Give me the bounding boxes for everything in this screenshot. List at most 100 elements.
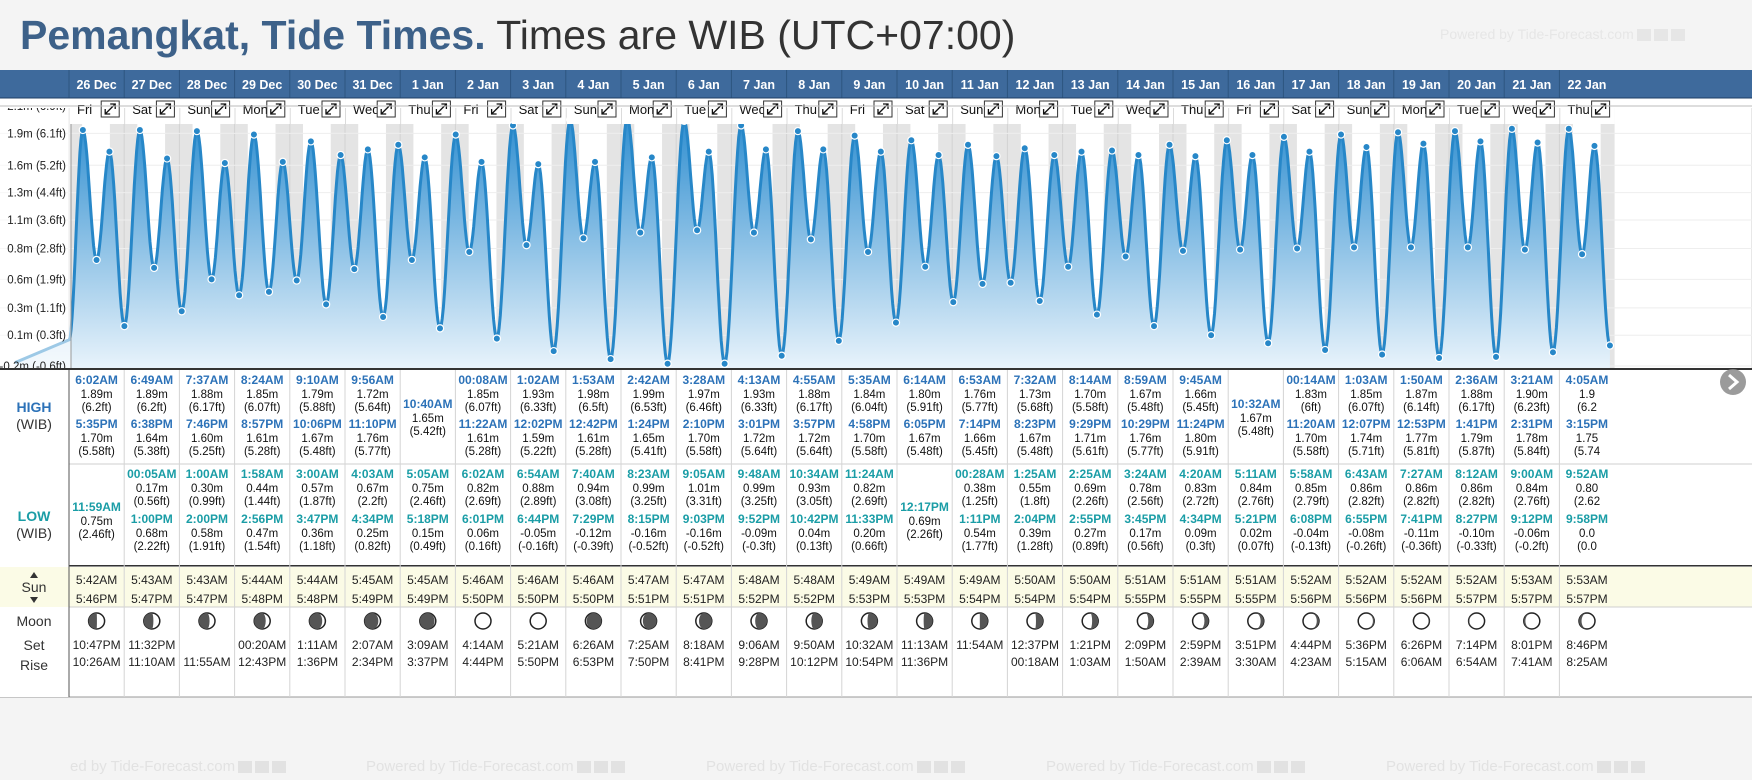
day-weekday-label: Tue bbox=[1457, 102, 1479, 117]
tide-point-high bbox=[534, 159, 543, 169]
expand-day-button[interactable] bbox=[431, 100, 451, 118]
sunrise-time: 5:49AM bbox=[959, 573, 1000, 587]
day-weekday-label: Wed bbox=[1126, 102, 1153, 117]
high-tide-time: 9:56AM bbox=[351, 373, 394, 387]
high-tide-time: 8:57PM bbox=[241, 417, 283, 431]
high-tide-time: 2:42AM bbox=[627, 373, 670, 387]
high-tide-time: 8:24AM bbox=[241, 373, 284, 387]
expand-day-button[interactable] bbox=[1591, 100, 1611, 118]
tide-point-low bbox=[1491, 352, 1501, 362]
expand-day-button[interactable] bbox=[1315, 100, 1335, 118]
high-tide-height-ft: (5.58ft) bbox=[78, 446, 115, 458]
high-tide-height-m: 1.66m bbox=[1185, 389, 1217, 401]
day-weekday-label: Sat bbox=[132, 102, 152, 117]
tide-point-high bbox=[477, 157, 486, 167]
expand-day-button[interactable] bbox=[707, 100, 727, 118]
tide-point-low bbox=[1235, 245, 1245, 254]
high-tide-time: 4:55AM bbox=[793, 373, 836, 387]
expand-day-button[interactable] bbox=[211, 100, 231, 118]
expand-day-button[interactable] bbox=[983, 100, 1003, 118]
expand-day-button[interactable] bbox=[266, 100, 286, 118]
low-tide-height-m: 0.20m bbox=[853, 528, 885, 540]
expand-day-button[interactable] bbox=[1480, 100, 1500, 118]
sunrise-time: 5:46AM bbox=[518, 573, 559, 587]
high-tide-height-ft: (5.28ft) bbox=[575, 446, 612, 458]
high-tide-height-ft: (5.58ft) bbox=[1072, 402, 1109, 414]
expand-day-button[interactable] bbox=[652, 100, 672, 118]
low-tide-height-m: 0.99m bbox=[633, 483, 665, 495]
high-tide-height-m: 1.90m bbox=[1516, 389, 1548, 401]
tide-point-low bbox=[120, 321, 129, 331]
low-tide-height-ft: (1.18ft) bbox=[299, 541, 336, 553]
high-tide-height-m: 1.65m bbox=[412, 413, 444, 425]
expand-day-button[interactable] bbox=[100, 100, 120, 118]
high-tide-height-m: 1.88m bbox=[191, 389, 223, 401]
watermark: Powered by Tide-Forecast.com bbox=[1046, 758, 1305, 775]
expand-day-button[interactable] bbox=[1425, 100, 1445, 118]
expand-day-button[interactable] bbox=[873, 100, 893, 118]
expand-day-button[interactable] bbox=[597, 100, 617, 118]
expand-day-button[interactable] bbox=[1149, 100, 1169, 118]
low-tide-height-ft: (0.16ft) bbox=[465, 541, 502, 553]
sunrise-time: 5:51AM bbox=[1235, 573, 1276, 587]
moonrise-time: 10:26AM bbox=[73, 655, 121, 669]
low-tide-height-m: -0.16m bbox=[686, 528, 722, 540]
high-tide-height-m: 1.61m bbox=[246, 433, 278, 445]
moonset-time: 4:14AM bbox=[462, 638, 503, 652]
high-tide-height-m: 1.80m bbox=[909, 389, 941, 401]
low-tide-time: 9:52PM bbox=[738, 512, 780, 526]
day-date-label: 22 Jan bbox=[1568, 78, 1607, 92]
high-tide-height-ft: (5.48ft) bbox=[906, 446, 943, 458]
y-tick-label: 1.3m (4.4ft) bbox=[7, 188, 66, 200]
high-tide-height-m: 1.72m bbox=[357, 389, 389, 401]
high-tide-height-m: 1.98m bbox=[577, 389, 609, 401]
tide-point-low bbox=[1605, 341, 1615, 350]
low-tide-height-ft: (-0.26ft) bbox=[1346, 541, 1386, 553]
low-tide-time: 7:29PM bbox=[572, 512, 614, 526]
tide-point-high bbox=[1305, 147, 1314, 156]
moonset-time: 11:13AM bbox=[901, 638, 948, 652]
tide-point-low bbox=[606, 354, 615, 364]
expand-day-button[interactable] bbox=[818, 100, 838, 118]
high-tide-height-m: 1.73m bbox=[1019, 389, 1051, 401]
sunset-time: 5:47PM bbox=[186, 592, 227, 606]
sunrise-time: 5:48AM bbox=[794, 573, 835, 587]
expand-day-button[interactable] bbox=[542, 100, 562, 118]
expand-day-button[interactable] bbox=[1370, 100, 1390, 118]
expand-day-button[interactable] bbox=[155, 100, 175, 118]
high-tide-time: 3:01PM bbox=[738, 417, 780, 431]
low-tide-time: 9:12PM bbox=[1511, 512, 1553, 526]
moonrise-time: 9:28PM bbox=[738, 655, 779, 669]
high-tide-time: 4:58PM bbox=[848, 417, 890, 431]
tide-point-high bbox=[590, 157, 600, 167]
high-tide-time: 6:53AM bbox=[958, 373, 1001, 387]
high-tide-height-m: 1.60m bbox=[191, 433, 223, 445]
watermark: Powered by Tide-Forecast.com bbox=[366, 758, 625, 775]
high-tide-height-ft: (6.33ft) bbox=[520, 402, 557, 414]
expand-day-button[interactable] bbox=[376, 100, 396, 118]
low-tide-time: 10:42PM bbox=[790, 512, 839, 526]
high-tide-height-m: 1.85m bbox=[1350, 389, 1382, 401]
moonset-time: 7:25AM bbox=[628, 638, 669, 652]
expand-day-button[interactable] bbox=[1204, 100, 1224, 118]
moon-phase-icon bbox=[419, 612, 437, 630]
expand-day-button[interactable] bbox=[1259, 100, 1279, 118]
expand-day-button[interactable] bbox=[928, 100, 948, 118]
moonset-time: 11:54AM bbox=[956, 638, 1003, 652]
low-tide-height-ft: (0.3ft) bbox=[1186, 541, 1216, 553]
expand-day-button[interactable] bbox=[487, 100, 507, 118]
scroll-right-button[interactable] bbox=[1720, 369, 1746, 395]
expand-day-button[interactable] bbox=[1039, 100, 1059, 118]
low-tide-height-m: 0.86m bbox=[1461, 483, 1493, 495]
expand-day-button[interactable] bbox=[1094, 100, 1114, 118]
day-date-label: 5 Jan bbox=[633, 78, 665, 92]
tide-point-low bbox=[777, 351, 786, 360]
low-tide-height-ft: (2.82ft) bbox=[1458, 496, 1495, 508]
low-tide-height-ft: (0.07ft) bbox=[1238, 541, 1275, 553]
high-tide-height-ft: (5.58ft) bbox=[686, 446, 723, 458]
expand-day-button[interactable] bbox=[763, 100, 783, 118]
expand-day-button[interactable] bbox=[1535, 100, 1555, 118]
expand-day-button[interactable] bbox=[321, 100, 341, 118]
low-tide-time: 6:54AM bbox=[517, 467, 560, 481]
sunrise-time: 5:49AM bbox=[849, 573, 890, 587]
